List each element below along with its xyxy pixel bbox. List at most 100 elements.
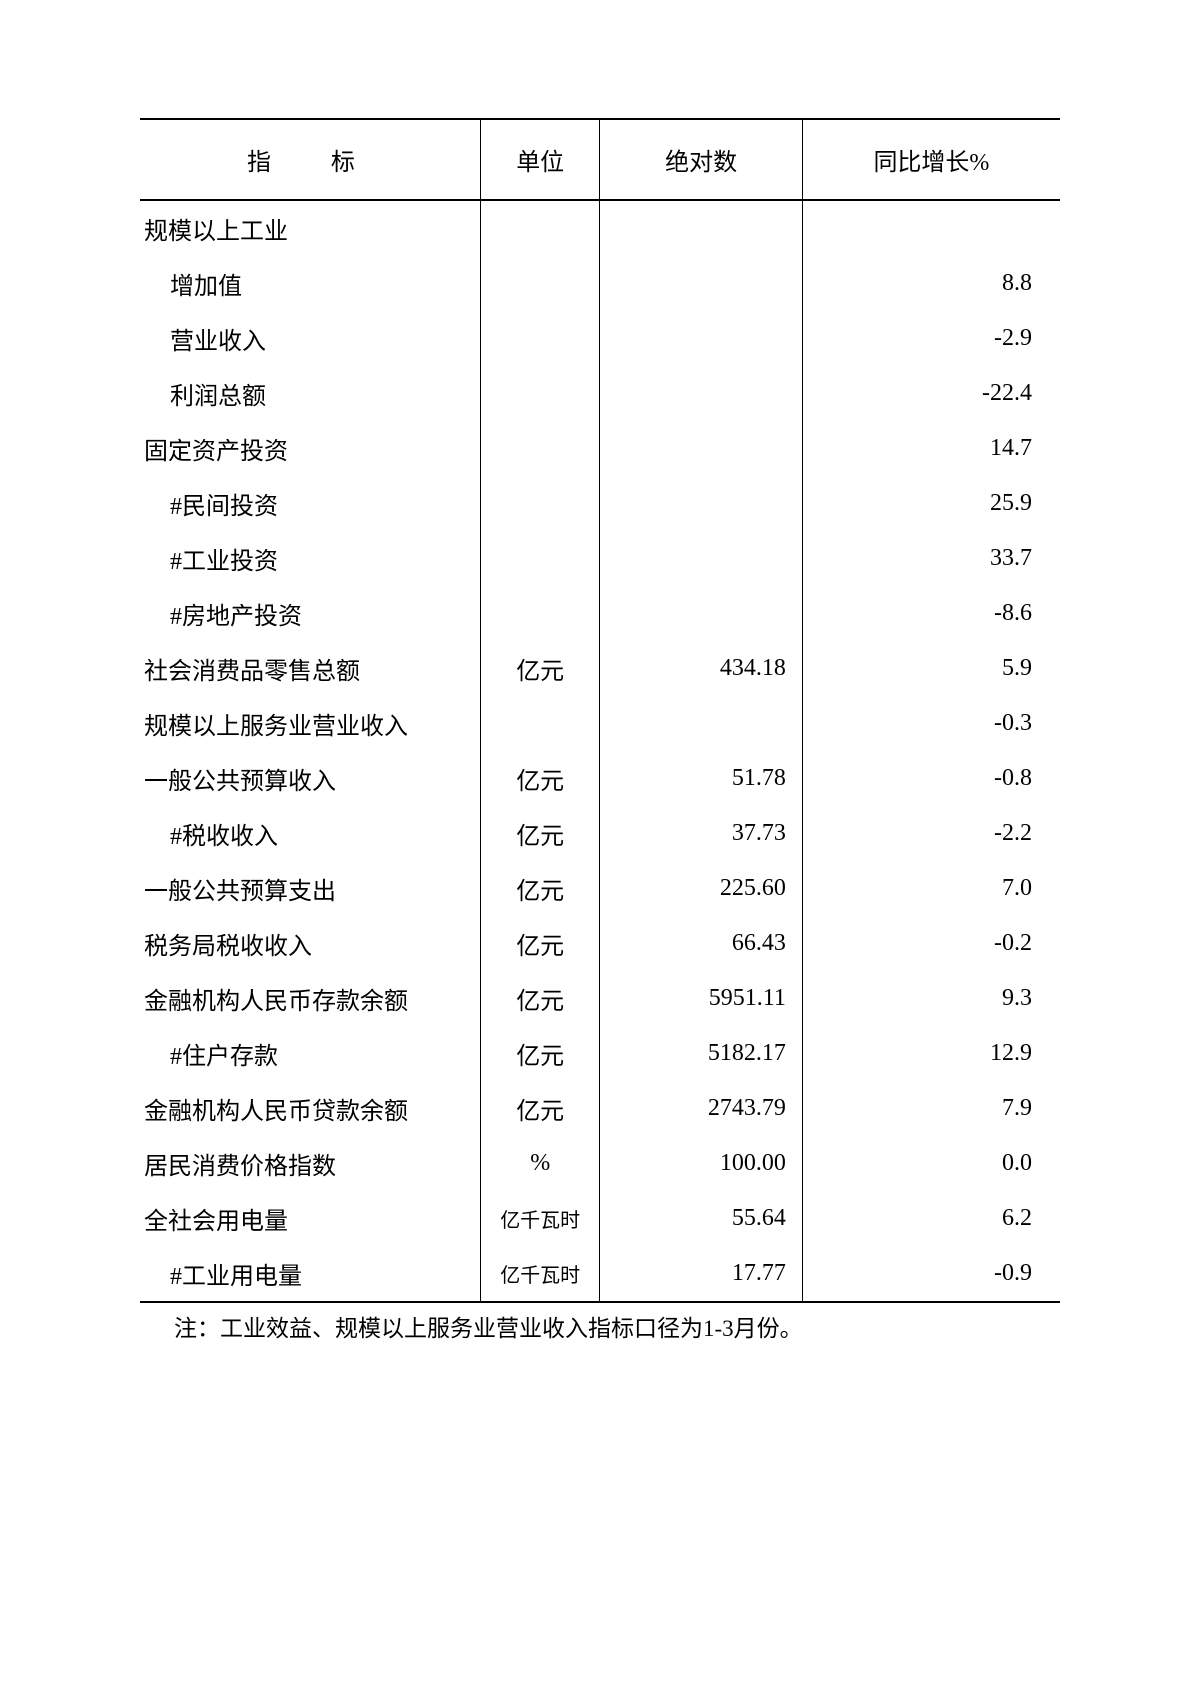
cell-indicator: #工业用电量 — [140, 1246, 480, 1302]
cell-unit: 亿元 — [480, 1026, 600, 1081]
table-row: 金融机构人民币贷款余额亿元2743.797.9 — [140, 1081, 1060, 1136]
cell-absolute — [600, 531, 802, 586]
cell-unit — [480, 421, 600, 476]
cell-absolute: 5182.17 — [600, 1026, 802, 1081]
cell-indicator: 规模以上工业 — [140, 200, 480, 256]
cell-growth: 5.9 — [802, 641, 1060, 696]
table-row: 全社会用电量亿千瓦时55.646.2 — [140, 1191, 1060, 1246]
cell-absolute: 66.43 — [600, 916, 802, 971]
cell-unit: % — [480, 1136, 600, 1191]
cell-unit — [480, 366, 600, 421]
cell-indicator: 金融机构人民币贷款余额 — [140, 1081, 480, 1136]
table-row: 利润总额 -22.4 — [140, 366, 1060, 421]
cell-indicator: #工业投资 — [140, 531, 480, 586]
table-row: 一般公共预算收入亿元51.78-0.8 — [140, 751, 1060, 806]
cell-growth: -0.3 — [802, 696, 1060, 751]
cell-unit — [480, 311, 600, 366]
cell-unit: 亿元 — [480, 751, 600, 806]
table-header-row: 指 标 单位 绝对数 同比增长% — [140, 119, 1060, 200]
table-footnote: 注：工业效益、规模以上服务业营业收入指标口径为1-3月份。 — [140, 1309, 1060, 1343]
cell-growth: -0.2 — [802, 916, 1060, 971]
cell-absolute — [600, 476, 802, 531]
cell-absolute: 5951.11 — [600, 971, 802, 1026]
cell-growth: -0.8 — [802, 751, 1060, 806]
table-row: #税收收入亿元37.73-2.2 — [140, 806, 1060, 861]
cell-indicator: #房地产投资 — [140, 586, 480, 641]
cell-growth: -0.9 — [802, 1246, 1060, 1302]
cell-growth: 8.8 — [802, 256, 1060, 311]
cell-indicator: #税收收入 — [140, 806, 480, 861]
cell-unit: 亿元 — [480, 916, 600, 971]
cell-unit — [480, 200, 600, 256]
cell-absolute: 55.64 — [600, 1191, 802, 1246]
cell-absolute — [600, 421, 802, 476]
cell-growth: 0.0 — [802, 1136, 1060, 1191]
cell-absolute — [600, 311, 802, 366]
header-indicator: 指 标 — [140, 119, 480, 200]
cell-unit: 亿千瓦时 — [480, 1191, 600, 1246]
cell-absolute: 434.18 — [600, 641, 802, 696]
cell-indicator: 一般公共预算支出 — [140, 861, 480, 916]
table-row: 居民消费价格指数%100.000.0 — [140, 1136, 1060, 1191]
cell-growth: 25.9 — [802, 476, 1060, 531]
cell-unit: 亿元 — [480, 806, 600, 861]
cell-absolute — [600, 696, 802, 751]
cell-indicator: 税务局税收收入 — [140, 916, 480, 971]
page-container: 指 标 单位 绝对数 同比增长% 规模以上工业增加值8.8营业收入-2.9利润总… — [0, 0, 1200, 1343]
cell-unit: 亿元 — [480, 861, 600, 916]
cell-growth: -2.9 — [802, 311, 1060, 366]
cell-growth: 12.9 — [802, 1026, 1060, 1081]
cell-growth: 14.7 — [802, 421, 1060, 476]
cell-absolute: 225.60 — [600, 861, 802, 916]
cell-unit — [480, 256, 600, 311]
table-row: #民间投资 25.9 — [140, 476, 1060, 531]
cell-growth: 6.2 — [802, 1191, 1060, 1246]
cell-growth: -8.6 — [802, 586, 1060, 641]
cell-indicator: 社会消费品零售总额 — [140, 641, 480, 696]
cell-unit: 亿千瓦时 — [480, 1246, 600, 1302]
table-body: 规模以上工业增加值8.8营业收入-2.9利润总额-22.4固定资产投资14.7#… — [140, 200, 1060, 1302]
cell-absolute — [600, 586, 802, 641]
cell-absolute — [600, 200, 802, 256]
table-row: #房地产投资 -8.6 — [140, 586, 1060, 641]
cell-absolute: 100.00 — [600, 1136, 802, 1191]
cell-absolute — [600, 366, 802, 421]
table-row: 规模以上工业 — [140, 200, 1060, 256]
cell-indicator: 金融机构人民币存款余额 — [140, 971, 480, 1026]
cell-growth: -22.4 — [802, 366, 1060, 421]
cell-indicator: 规模以上服务业营业收入 — [140, 696, 480, 751]
cell-indicator: 居民消费价格指数 — [140, 1136, 480, 1191]
cell-growth: 9.3 — [802, 971, 1060, 1026]
cell-unit: 亿元 — [480, 971, 600, 1026]
cell-growth: 7.0 — [802, 861, 1060, 916]
cell-absolute: 17.77 — [600, 1246, 802, 1302]
cell-unit — [480, 696, 600, 751]
cell-absolute: 2743.79 — [600, 1081, 802, 1136]
table-row: 税务局税收收入亿元66.43-0.2 — [140, 916, 1060, 971]
cell-indicator: 一般公共预算收入 — [140, 751, 480, 806]
cell-unit — [480, 586, 600, 641]
cell-indicator: 利润总额 — [140, 366, 480, 421]
cell-indicator: 全社会用电量 — [140, 1191, 480, 1246]
cell-indicator: 固定资产投资 — [140, 421, 480, 476]
cell-indicator: #民间投资 — [140, 476, 480, 531]
cell-unit: 亿元 — [480, 641, 600, 696]
table-row: 固定资产投资 14.7 — [140, 421, 1060, 476]
table-row: 营业收入 -2.9 — [140, 311, 1060, 366]
cell-indicator: 增加值 — [140, 256, 480, 311]
table-row: #住户存款亿元5182.1712.9 — [140, 1026, 1060, 1081]
cell-growth: 33.7 — [802, 531, 1060, 586]
table-row: 增加值 8.8 — [140, 256, 1060, 311]
cell-indicator: 营业收入 — [140, 311, 480, 366]
cell-unit — [480, 476, 600, 531]
header-absolute: 绝对数 — [600, 119, 802, 200]
cell-growth — [802, 200, 1060, 256]
table-row: #工业投资 33.7 — [140, 531, 1060, 586]
statistics-table: 指 标 单位 绝对数 同比增长% 规模以上工业增加值8.8营业收入-2.9利润总… — [140, 118, 1060, 1303]
table-row: 一般公共预算支出亿元225.607.0 — [140, 861, 1060, 916]
cell-growth: -2.2 — [802, 806, 1060, 861]
table-row: 规模以上服务业营业收入 -0.3 — [140, 696, 1060, 751]
header-growth: 同比增长% — [802, 119, 1060, 200]
cell-absolute: 51.78 — [600, 751, 802, 806]
cell-absolute: 37.73 — [600, 806, 802, 861]
